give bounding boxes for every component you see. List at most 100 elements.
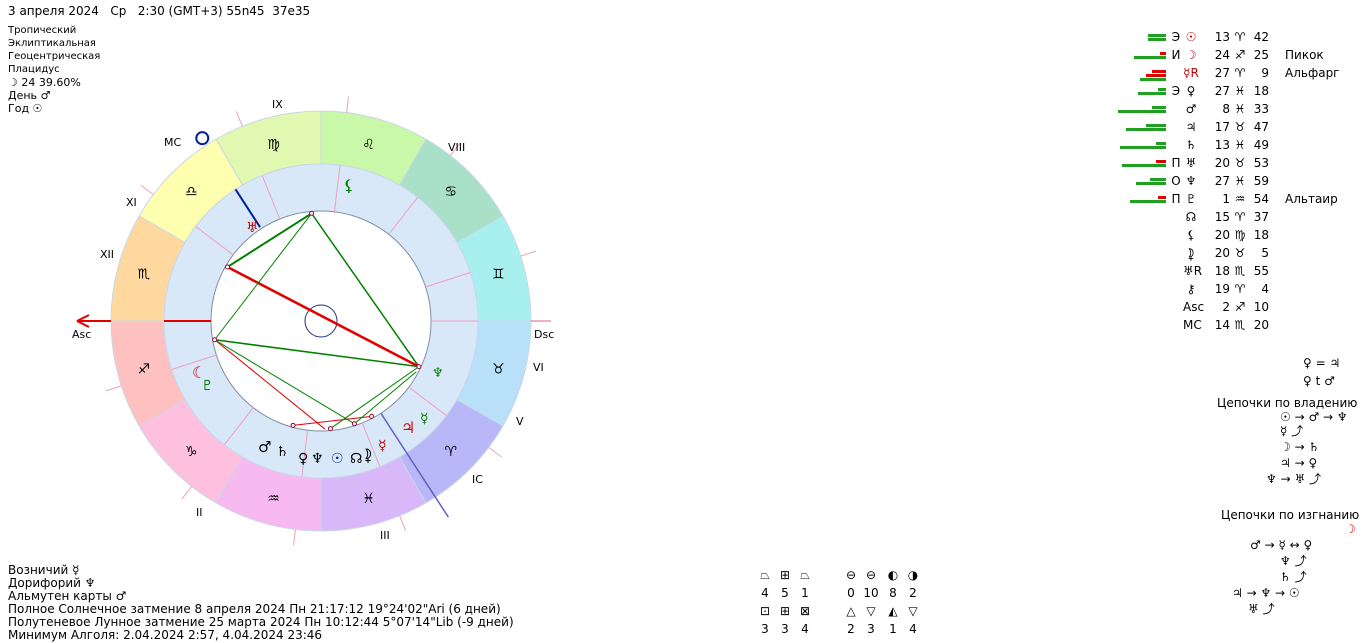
planet-minutes: 33 (1253, 102, 1269, 116)
dignity-bars (1110, 286, 1166, 298)
planet-minutes: 59 (1253, 174, 1269, 188)
planet-sign: ♍ (1234, 228, 1246, 242)
dignity-code: И (1171, 48, 1181, 62)
planet-minutes: 5 (1261, 246, 1269, 260)
planet-glyph: ☽ (1185, 48, 1197, 62)
planet-row: ⚸ 20 ♍ 18 (1110, 228, 1350, 246)
house-cusp (223, 407, 254, 446)
planet-minutes: 25 (1253, 48, 1269, 62)
planet-sign: ♉ (1234, 156, 1246, 170)
dignity-bar (1156, 142, 1166, 145)
natal-chart-wheel[interactable]: ♐♑♒ ♓♈♉♊♋♌♍♎♏ Asc DscMCICIXVIIIXIXIIIIIIIV… (60, 88, 560, 548)
dignity-bars (1110, 250, 1166, 262)
planet-glyph-in-chart: ♆ (311, 451, 324, 467)
asc-label: Asc (72, 328, 91, 341)
planet-sign: ♐ (1234, 300, 1246, 314)
planet-sign: ♐ (1234, 48, 1246, 62)
planet-glyph: ⚷ (1186, 282, 1196, 296)
planet-sign: ♓ (1234, 174, 1246, 188)
figure-icon: ⊞ (779, 568, 791, 582)
reception-line-1: ♀ = ♃ (1303, 356, 1341, 370)
exile-chain-4: ♃ → ♆ → ☉ (1232, 586, 1300, 600)
dignity-bar (1136, 182, 1166, 185)
day-ruler: День ♂ (8, 89, 51, 102)
figure-icon: ◭ (888, 604, 898, 618)
exile-chain-5: ♅ ⤴ (1248, 602, 1275, 616)
asc-arrow-head (76, 314, 90, 328)
aspect-lines (212, 210, 422, 432)
exile-moon: ☽ (1345, 522, 1356, 536)
house-number-label: IX (272, 98, 283, 111)
figure-count: 0 (847, 586, 855, 600)
planet-degree: 27 (1214, 174, 1230, 188)
dignity-bars (1110, 106, 1166, 118)
house-cusp (425, 272, 471, 288)
zodiac-sign-glyph: ♏ (137, 267, 150, 283)
chart-settings: Тропический Эклиптикальная Геоцентрическ… (8, 24, 100, 115)
planet-glyph-in-chart: ♇ (201, 378, 214, 394)
fixed-star: Альтаир (1285, 192, 1338, 206)
planet-glyph: ☊ (1185, 210, 1197, 224)
planet-row: ♂ 8 ♓ 33 (1110, 102, 1350, 120)
dignity-bars (1110, 88, 1166, 100)
planet-glyph: ♃ (1185, 120, 1197, 134)
dignity-bar (1126, 128, 1166, 131)
planet-glyph: Asc (1183, 300, 1205, 314)
dignity-bars (1110, 322, 1166, 334)
planet-minutes: 20 (1253, 318, 1269, 332)
house-number-label: VIII (448, 141, 465, 154)
fixed-star: Альфарг (1285, 66, 1340, 80)
planet-sign: ♏ (1234, 264, 1246, 278)
figure-icon: ◐ (887, 568, 899, 582)
aspect-figures-summary: ⏢ 4 ⊞ 5 ⏢ 1 ⊖ 0 ⊖ 10 ◐ 8 ◑ 2 ⊡ 3 ⊞ 3 ⊠ 4 △ 2 ▽ 3 ◭ 1 ▽ 4 (755, 568, 935, 638)
house-cusp (333, 165, 341, 212)
planet-degree: 1 (1222, 192, 1230, 206)
zodiac-sign-glyph: ♓ (362, 491, 375, 507)
planet-degree: 13 (1214, 30, 1230, 44)
zodiac-sign-glyph: ♊ (492, 267, 505, 283)
chart-footer-info: Возничий ☿ Дорифорий ♆ Альмутен карты ♂ … (8, 564, 514, 642)
planet-degree: 27 (1214, 84, 1230, 98)
ownership-chain-5: ♆ → ♅ ⤴ (1266, 472, 1322, 486)
aspect-sextile (354, 371, 417, 425)
dignity-bars (1110, 70, 1166, 82)
planet-minutes: 9 (1261, 66, 1269, 80)
house-number-label: V (516, 415, 524, 428)
house-cusp (195, 226, 234, 256)
planet-degree: 14 (1214, 318, 1230, 332)
longitude: 37e35 (272, 4, 311, 18)
house-system: Плацидус (8, 64, 60, 75)
dignity-code: П (1171, 156, 1181, 170)
aspect-endpoint (309, 210, 315, 216)
aspect-opposition (292, 415, 372, 426)
figure-icon: ⊡ (759, 604, 771, 618)
ic-axis (380, 412, 450, 518)
dignity-code: П (1171, 192, 1181, 206)
planet-row: ♅R 18 ♏ 55 (1110, 264, 1350, 282)
dignity-bar (1160, 52, 1166, 55)
planet-minutes: 53 (1253, 156, 1269, 170)
dignity-bar (1158, 88, 1166, 91)
dignity-bar (1146, 74, 1166, 77)
house-cusp-outer (140, 184, 154, 196)
dignity-bar (1152, 70, 1166, 73)
dignity-bar (1122, 164, 1166, 167)
planet-sign: ♏ (1234, 318, 1246, 332)
house-cusps (76, 96, 551, 546)
figure-count: 4 (801, 622, 809, 636)
figure-count: 2 (847, 622, 855, 636)
aspect-square (214, 339, 326, 430)
planet-row: ☊ 15 ♈ 37 (1110, 210, 1350, 228)
moon-day: ☽ 24 39.60% (8, 76, 81, 89)
exile-chain-1: ♂ → ☿ ↔ ♀ (1250, 538, 1313, 552)
planet-glyph-in-chart: ♃ (401, 418, 415, 437)
ownership-chain-3: ☽ → ♄ (1280, 440, 1320, 454)
figure-count: 10 (863, 586, 879, 600)
house-cusp-outer (105, 385, 122, 392)
dignity-bar (1148, 34, 1166, 37)
planet-minutes: 49 (1253, 138, 1269, 152)
aspect-endpoint (416, 364, 422, 370)
ownership-chains-title: Цепочки по владению (1217, 396, 1358, 410)
zodiac-type: Тропический (8, 25, 77, 36)
planet-minutes: 54 (1253, 192, 1269, 206)
